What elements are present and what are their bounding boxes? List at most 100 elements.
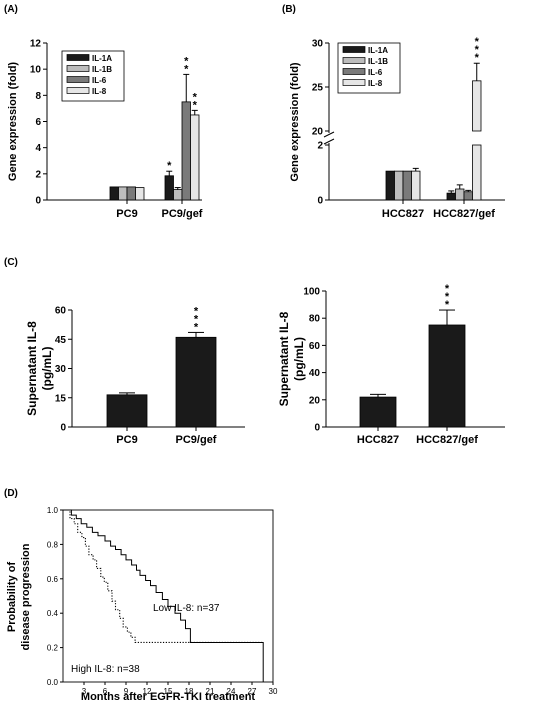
a-bar-IL-6-1 <box>181 101 191 201</box>
b-legend-swatch-2 <box>342 68 366 75</box>
d-curve-1 <box>63 509 264 643</box>
c2-y-tick-label-2: 40 <box>309 368 321 379</box>
a-x-tick-label-1: PC9/gef <box>162 208 203 220</box>
c1-sig-1-2: * <box>194 305 199 317</box>
d-y-axis-label: Probability of <box>6 562 18 633</box>
b-legend-label-2: IL-6 <box>368 68 383 77</box>
b-legend-swatch-0 <box>342 46 366 53</box>
d-x-tick-label-8: 27 <box>248 687 257 696</box>
a-bar-IL-1A-1 <box>164 175 174 201</box>
d-x-tick-label-4: 15 <box>164 687 173 696</box>
c2-sig-1-1: * <box>445 291 450 303</box>
d-x-tick-label-0: 3 <box>82 687 87 696</box>
c1-y-tick-label-0: 0 <box>60 423 66 434</box>
c2-y-tick-label-1: 20 <box>309 395 321 406</box>
c2-sig-1-0: * <box>445 299 450 311</box>
b-sig-IL-8-1-1: * <box>475 44 480 56</box>
b-y-tick-label-upper-1: 25 <box>312 83 324 94</box>
a-legend-label-1: IL-1B <box>92 65 112 74</box>
a-sig-IL-6-1-1: * <box>184 55 189 67</box>
a-bar-IL-8-1 <box>190 114 200 201</box>
d-x-tick-label-5: 18 <box>185 687 194 696</box>
c2-bar-0 <box>359 396 397 428</box>
b-bar-IL-6-1 <box>463 191 473 201</box>
c2-y-tick-label-4: 80 <box>309 314 321 325</box>
a-bar-IL-6-0 <box>126 186 136 201</box>
b-break-mark-2 <box>323 138 335 145</box>
c1-bar-0 <box>106 394 148 428</box>
d-series-label-1: High IL-8: n=38 <box>71 664 140 675</box>
c1-y-axis-label: Supernatant IL-8 <box>25 321 39 416</box>
a-bar-IL-8-0 <box>135 187 145 201</box>
c1-x-tick-label-1: PC9/gef <box>176 434 217 446</box>
a-legend-label-2: IL-6 <box>92 76 107 85</box>
b-sig-IL-8-1-0: * <box>475 52 480 64</box>
c2-x-tick-label-0: HCC827 <box>357 434 399 446</box>
b-legend-label-3: IL-8 <box>368 79 383 88</box>
d-y-tick-label-2: 0.4 <box>47 609 59 618</box>
a-sig-IL-8-1-1: * <box>193 91 198 103</box>
a-sig-IL-6-1-0: * <box>184 63 189 75</box>
b-bar-IL-1B-0 <box>394 170 404 201</box>
a-y-tick-label-5: 10 <box>30 65 42 76</box>
d-y-tick-label-3: 0.6 <box>47 575 59 584</box>
a-y-tick-label-1: 2 <box>35 169 41 180</box>
d-x-tick-label-9: 30 <box>269 687 278 696</box>
c2-y-tick-label-3: 60 <box>309 341 321 352</box>
a-x-tick-label-0: PC9 <box>116 208 137 220</box>
d-y-tick-label-4: 0.8 <box>47 540 59 549</box>
b-y-tick-label-lower-0: 0 <box>317 196 323 207</box>
b-bar-IL-8-0 <box>411 170 421 201</box>
d-series-label-0: Low IL-8: n=37 <box>153 603 220 614</box>
c2-bar-1 <box>428 324 466 428</box>
c2-y-axis-label: Supernatant IL-8 <box>277 311 291 406</box>
a-bar-IL-1B-0 <box>118 186 128 201</box>
a-legend-label-0: IL-1A <box>92 54 112 63</box>
b-legend-swatch-1 <box>342 57 366 64</box>
d-x-tick-label-6: 21 <box>206 687 215 696</box>
b-x-tick-label-1: HCC827/gef <box>433 208 495 220</box>
d-y-tick-label-5: 1.0 <box>47 506 59 515</box>
b-bar-upper-IL-8-1 <box>472 80 482 132</box>
a-y-tick-label-6: 12 <box>30 39 42 50</box>
c2-y-axis-label-2: (pg/mL) <box>292 337 306 381</box>
b-break-mark-1 <box>323 131 335 138</box>
a-y-tick-label-4: 8 <box>35 91 41 102</box>
a-bar-IL-1B-1 <box>173 189 183 201</box>
c2-sig-1-2: * <box>445 283 450 295</box>
a-y-axis-label: Gene expression (fold) <box>7 62 19 182</box>
c1-bar-1 <box>175 336 217 428</box>
b-x-tick-label-0: HCC827 <box>382 208 424 220</box>
d-y-axis-label-2: disease progression <box>20 543 32 650</box>
panel-label-d: (D) <box>4 488 18 499</box>
c1-sig-1-0: * <box>194 321 199 333</box>
c1-x-tick-label-0: PC9 <box>116 434 137 446</box>
a-y-tick-label-0: 0 <box>35 196 41 207</box>
a-legend-swatch-3 <box>66 87 90 94</box>
a-bar-IL-1A-0 <box>109 186 119 201</box>
b-y-tick-label-upper-2: 30 <box>312 39 324 50</box>
d-x-tick-label-1: 6 <box>103 687 108 696</box>
b-bar-IL-1A-0 <box>385 170 395 201</box>
c1-y-tick-label-1: 15 <box>55 393 67 404</box>
b-y-tick-label-lower-1: 2 <box>317 141 323 152</box>
b-legend-label-0: IL-1A <box>368 46 388 55</box>
b-y-axis-label: Gene expression (fold) <box>289 62 301 182</box>
d-x-tick-label-7: 24 <box>227 687 236 696</box>
a-legend-swatch-1 <box>66 65 90 72</box>
c1-y-tick-label-4: 60 <box>55 306 67 317</box>
d-x-tick-label-3: 12 <box>143 687 152 696</box>
a-legend-label-3: IL-8 <box>92 87 107 96</box>
c1-y-axis-label-2: (pg/mL) <box>40 347 54 391</box>
c2-x-tick-label-1: HCC827/gef <box>416 434 478 446</box>
d-x-axis-label: Months after EGFR-TKI treatment <box>81 691 256 703</box>
a-sig-IL-8-1-0: * <box>193 99 198 111</box>
panel-label-c: (C) <box>4 257 18 268</box>
d-y-tick-label-0: 0.0 <box>47 678 59 687</box>
c2-y-tick-label-5: 100 <box>303 287 320 298</box>
b-bar-lower-IL-8-1 <box>472 144 482 201</box>
a-legend-swatch-2 <box>66 76 90 83</box>
d-plot-frame <box>62 509 274 683</box>
b-bar-IL-6-0 <box>402 170 412 201</box>
